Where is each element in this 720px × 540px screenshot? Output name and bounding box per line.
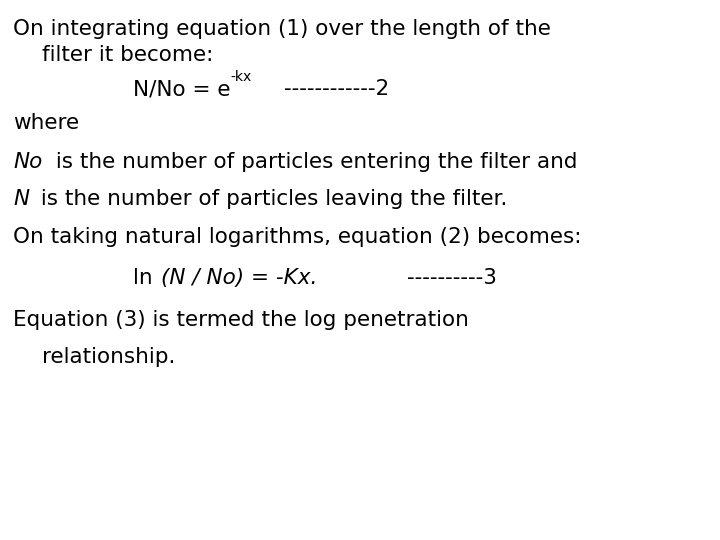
Text: (N / No) = -Kx.: (N / No) = -Kx. <box>161 268 317 288</box>
Text: relationship.: relationship. <box>42 347 175 367</box>
Text: where: where <box>13 113 79 133</box>
Text: No: No <box>13 152 42 172</box>
Text: ------------2: ------------2 <box>284 79 390 99</box>
Text: is the number of particles entering the filter and: is the number of particles entering the … <box>49 152 577 172</box>
Text: Equation (3) is termed the log penetration: Equation (3) is termed the log penetrati… <box>13 310 469 330</box>
Text: ----------3: ----------3 <box>407 268 497 288</box>
Text: N: N <box>13 189 29 209</box>
Text: N/No = e: N/No = e <box>133 79 230 99</box>
Text: -kx: -kx <box>230 70 252 84</box>
Text: ln: ln <box>133 268 160 288</box>
Text: On integrating equation (1) over the length of the: On integrating equation (1) over the len… <box>13 19 551 39</box>
Text: is the number of particles leaving the filter.: is the number of particles leaving the f… <box>34 189 507 209</box>
Text: On taking natural logarithms, equation (2) becomes:: On taking natural logarithms, equation (… <box>13 227 582 247</box>
Text: filter it become:: filter it become: <box>42 45 213 65</box>
